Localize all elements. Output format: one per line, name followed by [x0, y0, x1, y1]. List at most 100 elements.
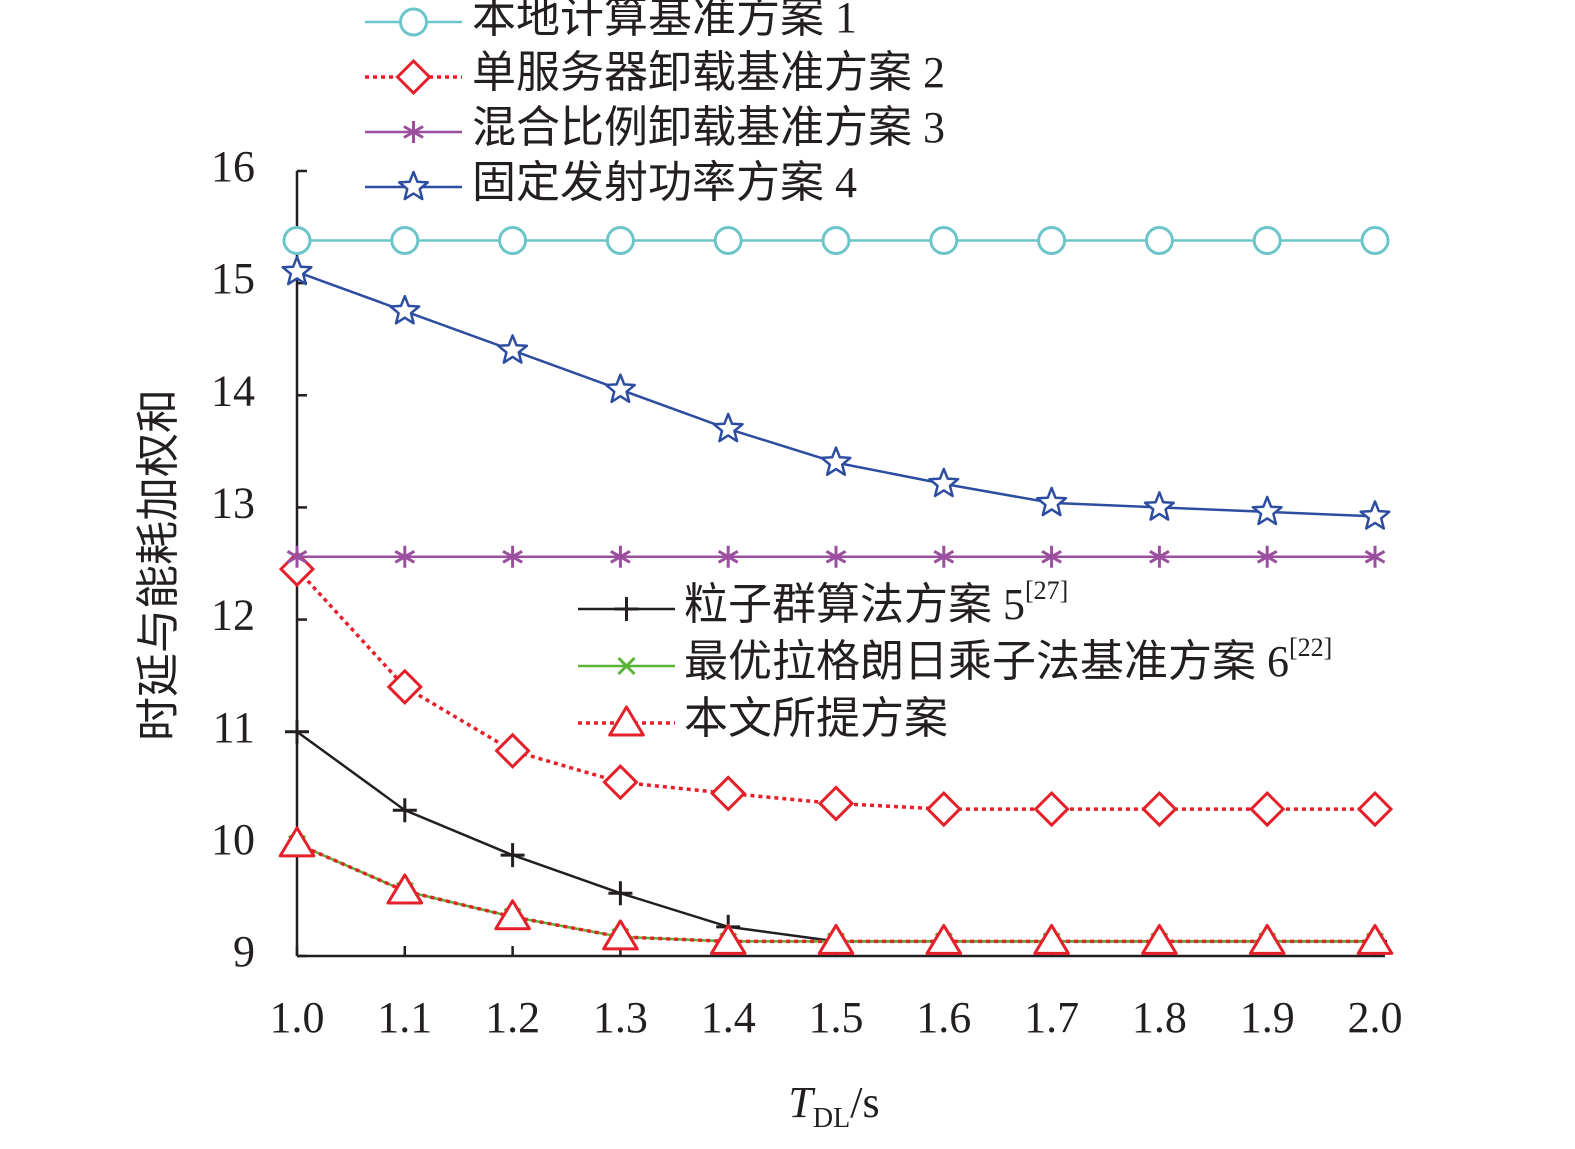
series-3-point: [825, 545, 847, 568]
series-1-point: [1360, 226, 1390, 256]
legend-label-name: 本地计算基准方案 1: [472, 0, 857, 42]
legend-marker: [614, 597, 639, 621]
legend-label: 固定发射功率方案 4: [472, 158, 857, 207]
series-7-point: [1141, 923, 1178, 955]
series-7-point: [1033, 923, 1070, 955]
y-axis-ticks: 9 10 11 12 13 14 15 16: [211, 142, 307, 976]
series-2: [278, 550, 1394, 828]
legend-label: 本文所提方案: [684, 694, 948, 743]
series-1-point: [1252, 226, 1282, 256]
legend-label-reference: [22]: [1289, 633, 1332, 662]
series-4-point: [604, 373, 636, 404]
x-tick-label: 1.6: [916, 993, 971, 1042]
series-2-point: [1249, 790, 1286, 828]
series-4-point: [497, 334, 529, 364]
legend-label: 本地计算基准方案 1: [472, 0, 857, 42]
x-tick-label: 1.4: [701, 993, 756, 1042]
series-5-line: [296, 730, 1375, 943]
series-4-point: [712, 412, 744, 443]
x-tick-label: 1.3: [593, 993, 648, 1042]
series-1-point: [605, 226, 635, 256]
x-axis-title-subscript: DL: [813, 1103, 850, 1134]
series-2-point: [1033, 790, 1070, 828]
series-7-point: [1356, 923, 1394, 955]
series-3-point: [1149, 545, 1170, 568]
series-2-point: [602, 764, 639, 801]
series-4-point: [389, 294, 421, 325]
legend-marker: [399, 7, 428, 37]
series-1-point: [821, 226, 851, 256]
legend-label-name: 固定发射功率方案 4: [472, 158, 857, 207]
legend-label: 粒子群算法方案 5[27]: [684, 576, 1068, 629]
x-tick-label: 1.9: [1240, 993, 1295, 1042]
legend-label-name: 粒子群算法方案 5: [684, 580, 1025, 629]
x-axis-ticks: 1.0 1.1 1.2 1.3 1.4 1.5 1.6 1.7 1.8 1.9 2.0: [270, 946, 1403, 1042]
legend-label-name: 本文所提方案: [684, 694, 948, 743]
series-7-point: [925, 923, 963, 955]
x-tick-label: 1.5: [809, 993, 864, 1042]
y-tick-label: 11: [213, 703, 255, 752]
series-3-point: [933, 545, 955, 568]
legend-marker: [617, 656, 636, 676]
legend-item-7: 本文所提方案: [578, 694, 948, 743]
series-2-point: [494, 732, 531, 769]
x-tick-label: 1.2: [485, 993, 540, 1042]
series-4-line: [296, 270, 1376, 518]
x-tick-label: 1.8: [1132, 993, 1187, 1042]
legend-middle: 粒子群算法方案 5[27]最优拉格朗日乘子法基准方案 6[22]本文所提方案: [578, 576, 1332, 743]
series-2-point: [925, 790, 962, 828]
series-1-point: [713, 226, 743, 256]
legend-item-3: 混合比例卸载基准方案 3: [365, 103, 945, 152]
legend-label-name: 单服务器卸载基准方案 2: [472, 48, 945, 97]
series-7-point: [278, 826, 316, 858]
series-7-point: [709, 923, 747, 955]
series-4-point: [1251, 495, 1283, 526]
x-axis-title: TDL/s: [788, 1078, 879, 1134]
series-4-point: [281, 255, 313, 286]
series-5: [285, 719, 1387, 954]
series-4-point: [820, 446, 852, 476]
legend-item-1: 本地计算基准方案 1: [365, 0, 857, 42]
legend-top: 本地计算基准方案 1 单服务器卸载基准方案 2 混合比例卸载基准方案 3 固定发射功率…: [365, 0, 945, 207]
x-tick-label: 2.0: [1348, 993, 1403, 1042]
legend-marker: [608, 705, 645, 737]
series-4: [281, 255, 1391, 530]
legend-label-name: 混合比例卸载基准方案 3: [472, 103, 945, 152]
series-7: [278, 826, 1394, 955]
series-2-point: [1356, 790, 1394, 828]
series-3: [286, 545, 1386, 568]
series-3-point: [1256, 545, 1278, 568]
series-3-point: [610, 545, 631, 568]
y-tick-label: 9: [233, 927, 255, 976]
x-axis-title-unit: /s: [850, 1078, 879, 1127]
y-tick-label: 14: [211, 366, 255, 415]
legend-item-5: 粒子群算法方案 5[27]: [578, 576, 1068, 629]
legend-label-reference: [27]: [1025, 576, 1068, 605]
x-tick-label: 1.1: [377, 993, 432, 1042]
series-7-point: [1248, 923, 1286, 955]
y-tick-label: 10: [211, 815, 255, 864]
legend-item-2: 单服务器卸载基准方案 2: [365, 48, 945, 97]
legend-marker: [403, 121, 424, 143]
y-tick-label: 12: [211, 591, 255, 640]
series-1-point: [282, 226, 312, 256]
series-5-point: [392, 798, 417, 823]
y-tick-label: 16: [211, 142, 255, 191]
series-1-point: [929, 226, 959, 256]
series-2-point: [386, 668, 423, 705]
plot-area: [278, 226, 1394, 955]
series-1-point: [390, 226, 420, 256]
series-3-point: [502, 545, 523, 568]
series-3-point: [717, 545, 739, 568]
series-3-point: [1364, 545, 1386, 568]
x-axis-title-base: T: [788, 1078, 816, 1127]
series-3-point: [394, 545, 416, 568]
y-tick-label: 13: [211, 479, 255, 528]
axes: [295, 171, 1385, 958]
legend-label: 单服务器卸载基准方案 2: [472, 48, 945, 97]
series-5-point: [285, 719, 309, 744]
series-2-line: [295, 567, 1375, 811]
series-5-point: [500, 843, 525, 868]
legend-marker: [395, 58, 432, 96]
